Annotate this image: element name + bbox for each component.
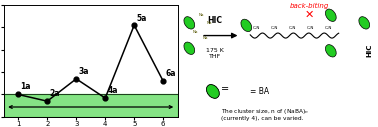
- Text: =: =: [221, 84, 229, 94]
- Point: [44, 100, 50, 102]
- Text: 175 K
THF: 175 K THF: [206, 48, 224, 59]
- Ellipse shape: [206, 85, 219, 98]
- Ellipse shape: [184, 42, 195, 54]
- Ellipse shape: [325, 45, 336, 57]
- Point: [102, 97, 108, 99]
- Text: HIC: HIC: [366, 44, 372, 58]
- Text: = BA: = BA: [250, 87, 270, 96]
- Text: 4a: 4a: [107, 86, 118, 95]
- Text: C-N: C-N: [289, 27, 296, 30]
- Text: Na: Na: [192, 30, 198, 34]
- Text: 2a: 2a: [49, 89, 60, 98]
- Text: Na: Na: [198, 13, 204, 17]
- Text: ✕: ✕: [305, 10, 314, 20]
- Text: C-N: C-N: [253, 27, 260, 30]
- Text: back-biting: back-biting: [290, 3, 329, 9]
- Text: 5a: 5a: [136, 13, 147, 22]
- Point: [160, 80, 166, 82]
- Point: [15, 93, 21, 96]
- Text: HIC: HIC: [208, 16, 222, 25]
- Ellipse shape: [184, 17, 195, 29]
- Text: The cluster size, n of (NaBA)$_n$
(currently 4), can be varied.: The cluster size, n of (NaBA)$_n$ (curre…: [221, 107, 309, 122]
- Ellipse shape: [359, 17, 370, 29]
- Point: [131, 24, 137, 26]
- Text: C-N: C-N: [271, 27, 278, 30]
- Ellipse shape: [241, 19, 252, 32]
- Text: Na: Na: [206, 21, 212, 25]
- Text: C-N: C-N: [325, 27, 333, 30]
- Ellipse shape: [206, 85, 219, 98]
- Text: C-N: C-N: [307, 27, 314, 30]
- Ellipse shape: [325, 9, 336, 21]
- Text: 6a: 6a: [166, 69, 176, 78]
- Text: 1a: 1a: [20, 82, 31, 91]
- Point: [73, 78, 79, 80]
- Text: Na: Na: [202, 36, 208, 40]
- Text: 3a: 3a: [79, 67, 89, 76]
